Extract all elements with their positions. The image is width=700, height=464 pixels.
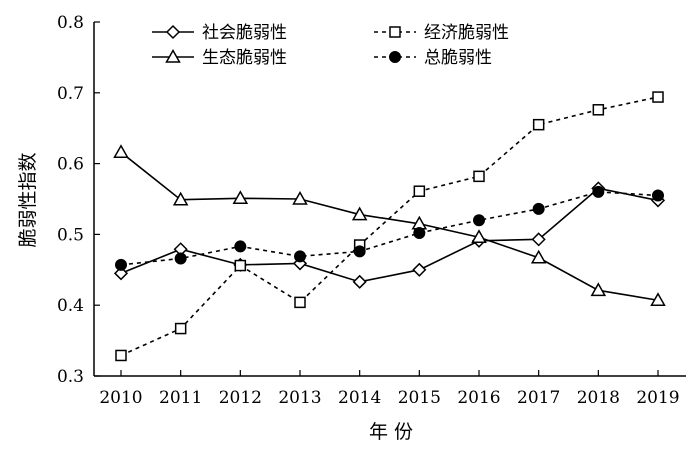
legend-label: 经济脆弱性: [424, 23, 509, 43]
x-tick-label: 2019: [636, 388, 679, 408]
data-point-s1: [532, 118, 545, 131]
data-point-s2: [351, 206, 368, 221]
tick-group: 0.3 0.4 0.5 0.6 0.7 0.8 2010 2011 2012 2013 2014 20…: [57, 13, 680, 408]
data-point-s3: [532, 202, 545, 215]
x-tick-label: 2014: [338, 388, 381, 408]
data-point-s3: [413, 226, 426, 239]
data-point-s3: [234, 240, 247, 253]
y-tick-label: 0.5: [57, 225, 84, 245]
legend-label: 社会脆弱性: [202, 23, 287, 43]
data-point-s1: [234, 259, 247, 272]
data-point-s3: [652, 189, 664, 202]
data-point-s1: [473, 170, 485, 183]
series-markers: [113, 91, 666, 362]
x-tick-label: 2017: [517, 388, 560, 408]
data-point-s2: [471, 229, 487, 243]
series-line-3: [120, 191, 659, 266]
data-point-s3: [353, 245, 366, 258]
legend-marker: [389, 26, 401, 38]
data-point-s1: [652, 91, 664, 103]
series-lines: [120, 96, 659, 357]
data-point-s0: [531, 232, 546, 247]
legend-marker: [389, 51, 401, 63]
data-point-s2: [590, 282, 607, 297]
y-tick-label: 0.8: [57, 13, 84, 33]
data-point-s0: [113, 266, 129, 281]
data-point-s2: [232, 190, 249, 205]
legend-label: 生态脆弱性: [202, 48, 287, 68]
data-point-s0: [412, 262, 427, 277]
data-point-s2: [292, 190, 308, 205]
x-tick-label: 2011: [159, 388, 202, 408]
series-line-2: [120, 151, 659, 302]
series-line-0: [120, 187, 659, 283]
y-tick-label: 0.7: [57, 84, 84, 104]
data-point-s1: [115, 349, 127, 362]
x-tick-label: 2013: [278, 388, 321, 408]
x-tick-label: 2012: [219, 388, 262, 408]
y-axis-title: 脆弱性指数: [17, 152, 39, 247]
x-tick-label: 2010: [99, 388, 142, 408]
legend-marker: [165, 24, 181, 40]
data-point-s2: [113, 144, 129, 159]
series-line-1: [120, 96, 659, 357]
data-point-s2: [650, 292, 666, 306]
data-point-s3: [115, 258, 127, 271]
data-point-s2: [172, 191, 189, 206]
data-point-s1: [592, 104, 605, 116]
data-point-s0: [352, 274, 367, 289]
data-point-s1: [174, 322, 187, 335]
axes: [93, 22, 686, 377]
x-tick-label: 2016: [457, 388, 500, 408]
data-point-s3: [174, 252, 187, 265]
y-tick-label: 0.6: [57, 155, 84, 175]
data-point-s1: [413, 185, 426, 197]
x-tick-label: 2018: [577, 388, 620, 408]
y-tick-label: 0.4: [57, 296, 84, 316]
legend-marker: [165, 48, 181, 63]
x-axis-title: 年 份: [369, 421, 413, 443]
legend-label: 总脆弱性: [424, 48, 492, 68]
y-tick-label: 0.3: [57, 367, 84, 387]
data-point-s2: [530, 249, 547, 264]
data-point-s3: [473, 214, 485, 227]
x-tick-label: 2015: [398, 388, 441, 408]
data-point-s3: [294, 250, 306, 263]
data-point-s3: [592, 185, 605, 198]
data-point-s1: [294, 296, 306, 309]
